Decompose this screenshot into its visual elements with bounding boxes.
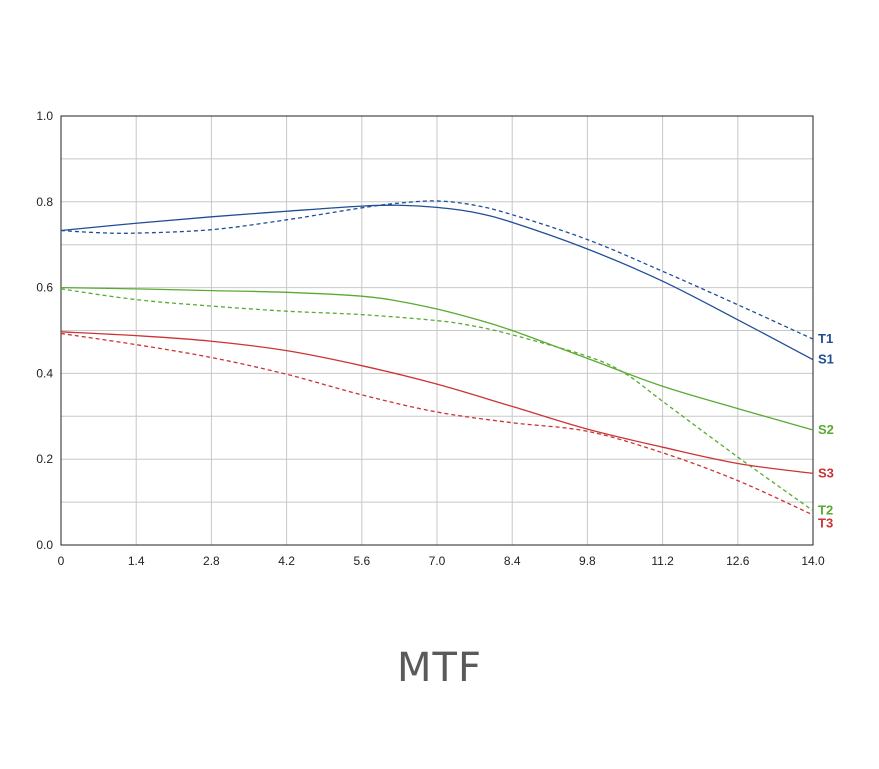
series-label-s2: S2 xyxy=(818,422,834,437)
y-tick-label: 0.8 xyxy=(36,195,53,209)
x-tick-label: 8.4 xyxy=(504,554,521,568)
series-label-t1: T1 xyxy=(818,331,833,346)
y-tick-label: 0.6 xyxy=(36,281,53,295)
x-tick-label: 4.2 xyxy=(278,554,295,568)
x-tick-label: 2.8 xyxy=(203,554,220,568)
series-line-s3 xyxy=(60,331,814,475)
y-tick-label: 0.2 xyxy=(36,452,53,466)
series-label-t3: T3 xyxy=(818,516,833,531)
y-tick-label: 0.4 xyxy=(36,366,53,380)
x-tick-label: 1.4 xyxy=(128,554,145,568)
y-tick-label: 1.0 xyxy=(36,109,53,123)
y-tick-label: 0.0 xyxy=(36,538,53,552)
x-tick-label: 9.8 xyxy=(579,554,596,568)
series-layer xyxy=(60,200,814,516)
series-line-s2 xyxy=(60,286,814,431)
x-tick-label: 0 xyxy=(58,554,65,568)
plot-frame xyxy=(60,115,814,546)
series-label-t2: T2 xyxy=(818,503,833,518)
series-line-t3 xyxy=(60,332,814,516)
x-tick-label: 14.0 xyxy=(801,554,825,568)
x-tick-label: 7.0 xyxy=(429,554,446,568)
series-line-s1 xyxy=(60,204,814,361)
x-tick-label: 11.2 xyxy=(651,554,674,568)
series-line-t2 xyxy=(60,288,814,512)
axis-layer: 0.0 0.2 0.4 0.6 0.8 1.0 0 1.4 2.8 4.2 5.6 7.0 8.4 9.8… xyxy=(36,109,825,568)
series-label-s3: S3 xyxy=(818,465,834,480)
x-tick-label: 5.6 xyxy=(353,554,370,568)
chart-caption: MTF xyxy=(397,645,482,691)
grid-layer xyxy=(60,115,814,546)
series-label-s1: S1 xyxy=(818,352,834,367)
x-tick-label: 12.6 xyxy=(726,554,750,568)
series-line-t1 xyxy=(60,200,814,340)
